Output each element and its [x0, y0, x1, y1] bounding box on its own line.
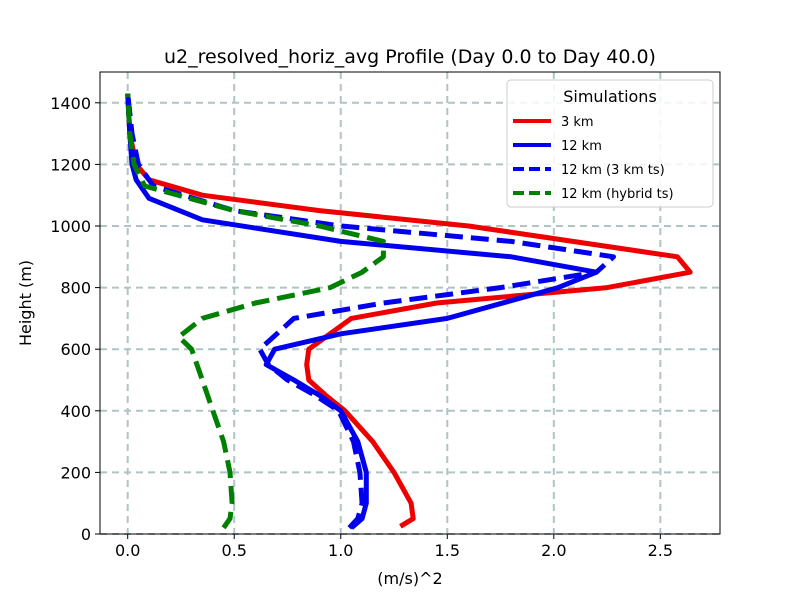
legend-label-2: 12 km (3 km ts): [561, 163, 665, 178]
y-axis-label: Height (m): [16, 260, 35, 346]
x-tick-label: 1.0: [328, 541, 353, 560]
y-tick-label: 1200: [50, 155, 91, 174]
chart-title: u2_resolved_horiz_avg Profile (Day 0.0 t…: [164, 46, 656, 68]
y-tick-label: 1000: [50, 217, 91, 236]
x-tick-label: 0.5: [222, 541, 247, 560]
series-line-1: [125, 93, 599, 530]
plot-frame: [99, 71, 721, 535]
legend-entries: 3 km 12 km 12 km (3 km ts) 12 km (hybrid ts…: [513, 115, 674, 202]
series-layer: [125, 93, 693, 530]
x-axis-label: (m/s)^2: [377, 569, 442, 588]
x-tick-label: 2.5: [648, 541, 673, 560]
series-line-3: [125, 93, 386, 530]
legend-label-3: 12 km (hybrid ts): [561, 187, 674, 202]
ticks-layer: 0.0 0.5 1.0 1.5 2.0 2.5 0 200 400 600 800 1000 1200 1…: [50, 94, 673, 560]
y-tick-label: 800: [60, 279, 91, 298]
y-tick-label: 1400: [50, 94, 91, 113]
x-tick-label: 0.0: [115, 541, 140, 560]
x-tick-label: 1.5: [435, 541, 460, 560]
y-tick-label: 400: [60, 402, 91, 421]
x-tick-label: 2.0: [541, 541, 566, 560]
legend-label-1: 12 km: [561, 139, 602, 154]
legend-label-0: 3 km: [561, 115, 594, 130]
legend-box: [506, 79, 714, 208]
legend-title: Simulations: [563, 87, 657, 106]
y-tick-label: 0: [81, 525, 91, 544]
y-tick-label: 600: [60, 340, 91, 359]
series-line-0: [125, 93, 693, 529]
legend: Simulations 3 km 12 km 12 km (3 km ts) 12 k…: [506, 79, 714, 208]
y-tick-label: 200: [60, 463, 91, 482]
